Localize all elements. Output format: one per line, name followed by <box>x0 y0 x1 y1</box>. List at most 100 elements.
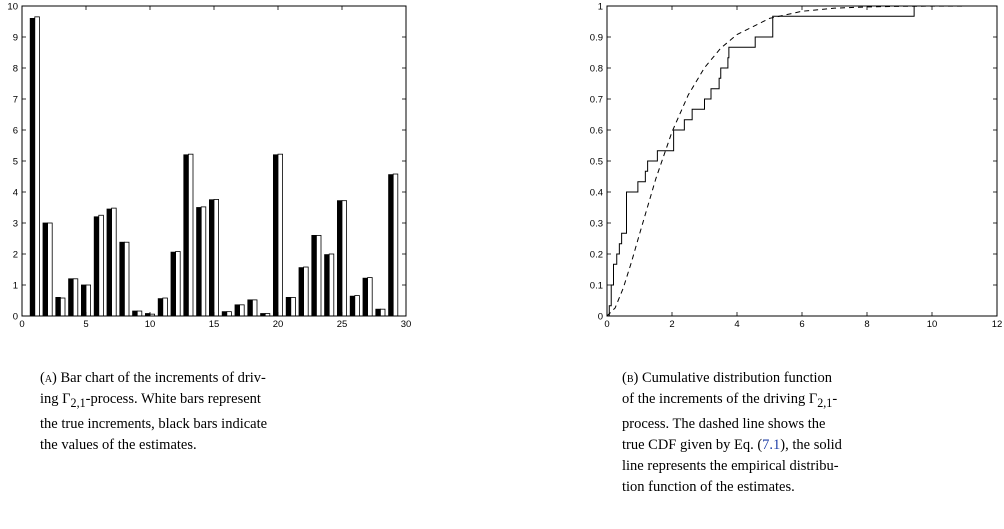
caption-b-tag: (b) <box>622 370 639 386</box>
caption-b-text-3: - <box>832 391 838 407</box>
bar-estimate <box>324 254 330 317</box>
b-y-tick-label: 0.8 <box>590 64 603 75</box>
caption-b-text-7: line represents the empirical distribu- <box>622 457 839 474</box>
bar-estimate <box>388 174 394 317</box>
b-y-tick-label: 0.2 <box>590 250 603 261</box>
empirical-cdf-line <box>607 6 997 316</box>
bar-true-increment <box>111 207 117 317</box>
a-x-tick-label: 0 <box>19 319 24 330</box>
bar-true-increment <box>239 304 245 317</box>
a-y-tick-label: 10 <box>7 2 18 13</box>
bar-true-increment <box>175 251 181 317</box>
caption-b-subscript: 2,1 <box>817 395 833 410</box>
a-y-tick-label: 2 <box>13 250 18 261</box>
bar-estimate <box>375 308 381 317</box>
a-y-tick-label: 8 <box>13 64 18 75</box>
bar-estimate <box>170 251 176 317</box>
bar-estimate <box>132 310 138 317</box>
equation-reference-link[interactable]: 7.1 <box>762 436 781 453</box>
bar-estimate <box>247 299 253 317</box>
bar-true-increment <box>34 16 40 317</box>
bar-true-increment <box>226 311 232 317</box>
bar-estimate <box>336 200 343 317</box>
bar-estimate <box>234 304 240 317</box>
caption-a: (a) Bar chart of the increments of driv-… <box>40 368 385 456</box>
caption-b-text-2: of the increments of the driving Γ <box>622 391 818 407</box>
a-y-tick-label: 0 <box>13 312 18 323</box>
a-x-tick-label: 5 <box>83 319 88 330</box>
bar-true-increment <box>200 206 207 317</box>
bar-true-increment <box>303 266 309 317</box>
true-cdf-dashed-line <box>607 6 997 316</box>
b-y-tick-label: 0.9 <box>590 33 603 44</box>
caption-a-text-5: the values of the estimates. <box>40 436 197 453</box>
b-y-tick-label: 0.4 <box>590 188 603 199</box>
bar-true-increment <box>213 199 219 317</box>
bar-true-increment <box>341 200 347 317</box>
caption-b: (b) Cumulative distribution function of … <box>622 368 971 498</box>
a-y-tick-label: 7 <box>13 95 18 106</box>
bar-true-increment <box>251 299 258 317</box>
bar-estimate <box>362 277 368 317</box>
bar-estimate <box>42 222 48 317</box>
b-x-tick-label: 8 <box>864 319 869 330</box>
caption-b-text-1: Cumulative distribution function <box>641 370 833 386</box>
a-x-tick-label: 20 <box>273 319 284 330</box>
bar-estimate <box>208 199 215 317</box>
caption-b-text-6: ), the solid <box>780 436 842 453</box>
bar-estimate <box>106 208 112 317</box>
bar-true-increment <box>85 284 91 317</box>
b-x-tick-label: 4 <box>734 319 739 330</box>
bar-true-increment <box>367 277 373 317</box>
b-y-tick-label: 0.7 <box>590 95 603 106</box>
b-x-tick-label: 10 <box>927 319 938 330</box>
caption-a-text-3: -process. White bars represent <box>85 391 261 407</box>
caption-b-text-8: tion function of the estimates. <box>622 478 795 495</box>
b-y-tick-label: 0 <box>598 312 603 323</box>
b-plot-frame <box>606 5 998 317</box>
a-x-tick-label: 30 <box>401 319 412 330</box>
bar-true-increment <box>328 253 335 317</box>
bar-true-increment <box>162 297 168 317</box>
bar-chart-increments: 0 5 10 15 20 25 30 0 1 2 3 4 5 6 7 8 9 10 <box>7 2 411 331</box>
bar-true-increment <box>290 296 296 317</box>
bar-estimate <box>183 154 189 317</box>
bar-estimate <box>119 241 125 317</box>
bar-estimate <box>29 17 36 317</box>
a-plot-frame <box>21 5 407 317</box>
bar-estimate <box>349 295 356 317</box>
bar-true-increment <box>354 295 360 317</box>
bar-estimate <box>81 284 87 317</box>
bar-true-increment <box>277 153 283 317</box>
bar-estimate <box>311 234 317 317</box>
caption-a-text-4: the true increments, black bars indicate <box>40 415 268 432</box>
a-y-tick-label: 6 <box>13 126 18 137</box>
bar-true-increment <box>60 297 66 317</box>
b-x-tick-label: 12 <box>992 319 1003 330</box>
bar-true-increment <box>187 153 194 317</box>
a-x-tick-label: 25 <box>337 319 348 330</box>
bar-estimate <box>272 154 279 317</box>
bar-estimate <box>221 311 228 317</box>
a-y-tick-label: 4 <box>13 188 18 199</box>
a-y-tick-label: 5 <box>13 157 18 168</box>
bar-estimate <box>298 267 304 317</box>
bar-estimate <box>285 296 292 317</box>
bar-true-increment <box>98 214 104 317</box>
a-y-tick-label: 9 <box>13 33 18 44</box>
b-y-tick-label: 0.6 <box>590 126 603 137</box>
b-x-tick-label: 0 <box>604 319 609 330</box>
b-y-tick-label: 0.1 <box>590 281 603 292</box>
b-y-tick-label: 1 <box>598 2 603 13</box>
bar-true-increment <box>124 241 130 317</box>
cdf-chart: 0 2 4 6 8 10 12 0 0.1 0.2 0.3 0.4 0.5 0.6 0.7 0.8 0.9 1 <box>590 2 1003 331</box>
bar-true-increment <box>392 173 399 317</box>
caption-a-text-1: Bar chart of the increments of driv- <box>60 370 266 386</box>
bar-true-increment <box>136 310 143 317</box>
bar-true-increment <box>315 234 322 317</box>
b-y-tick-label: 0.5 <box>590 157 603 168</box>
bar-estimate <box>196 207 202 317</box>
caption-a-text-2: ing Γ <box>40 391 71 407</box>
caption-a-tag: (a) <box>40 370 57 386</box>
